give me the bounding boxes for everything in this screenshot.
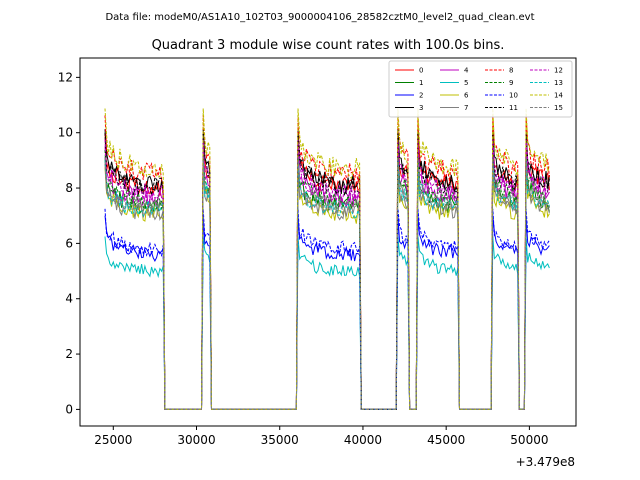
x-tick-label: 50000 bbox=[510, 433, 548, 447]
series-line-9 bbox=[104, 149, 550, 410]
y-tick-label: 0 bbox=[65, 402, 73, 416]
series-line-15 bbox=[104, 156, 550, 410]
series-line-8 bbox=[104, 115, 550, 410]
x-tick-label: 30000 bbox=[177, 433, 215, 447]
legend-label-12: 12 bbox=[554, 67, 563, 75]
legend-label-7: 7 bbox=[464, 104, 468, 112]
legend-label-10: 10 bbox=[509, 92, 518, 100]
x-tick-label: 35000 bbox=[261, 433, 299, 447]
y-tick-label: 6 bbox=[65, 236, 73, 250]
legend-label-5: 5 bbox=[464, 79, 468, 87]
x-tick-label: 25000 bbox=[94, 433, 132, 447]
legend-label-11: 11 bbox=[509, 104, 518, 112]
chart-title: Quadrant 3 module wise count rates with … bbox=[152, 38, 505, 53]
y-axis: 0 2 4 6 8 10 12 bbox=[58, 70, 80, 416]
x-axis: 25000 30000 35000 40000 45000 50000 bbox=[94, 426, 548, 447]
y-tick-label: 8 bbox=[65, 181, 73, 195]
legend-label-1: 1 bbox=[419, 79, 423, 87]
y-tick-label: 2 bbox=[65, 347, 73, 361]
legend-label-14: 14 bbox=[554, 92, 563, 100]
legend-label-15: 15 bbox=[554, 104, 563, 112]
legend-label-6: 6 bbox=[464, 92, 469, 100]
y-tick-label: 12 bbox=[58, 70, 73, 84]
series-line-1 bbox=[104, 156, 550, 410]
legend-label-4: 4 bbox=[464, 67, 469, 75]
y-tick-label: 10 bbox=[58, 126, 73, 140]
legend-box bbox=[388, 60, 573, 118]
series-line-14 bbox=[104, 108, 550, 410]
series-line-11 bbox=[104, 132, 550, 410]
legend-label-0: 0 bbox=[419, 67, 423, 75]
legend-label-13: 13 bbox=[554, 79, 563, 87]
plot-lines bbox=[104, 108, 550, 410]
legend-label-2: 2 bbox=[419, 92, 423, 100]
series-line-10 bbox=[104, 208, 550, 410]
legend-label-3: 3 bbox=[419, 104, 423, 112]
series-line-5 bbox=[104, 236, 550, 410]
x-offset-label: +3.479e8 bbox=[516, 455, 575, 469]
x-tick-label: 40000 bbox=[344, 433, 382, 447]
x-tick-label: 45000 bbox=[427, 433, 465, 447]
series-line-13 bbox=[104, 160, 550, 410]
legend-label-9: 9 bbox=[509, 79, 513, 87]
plot-frame bbox=[79, 57, 577, 427]
legend-label-8: 8 bbox=[509, 67, 513, 75]
series-line-3 bbox=[104, 129, 550, 410]
figure-suptitle: Data file: modeM0/AS1A10_102T03_90000041… bbox=[105, 12, 534, 23]
series-line-0 bbox=[104, 132, 550, 410]
y-tick-label: 4 bbox=[65, 292, 73, 306]
